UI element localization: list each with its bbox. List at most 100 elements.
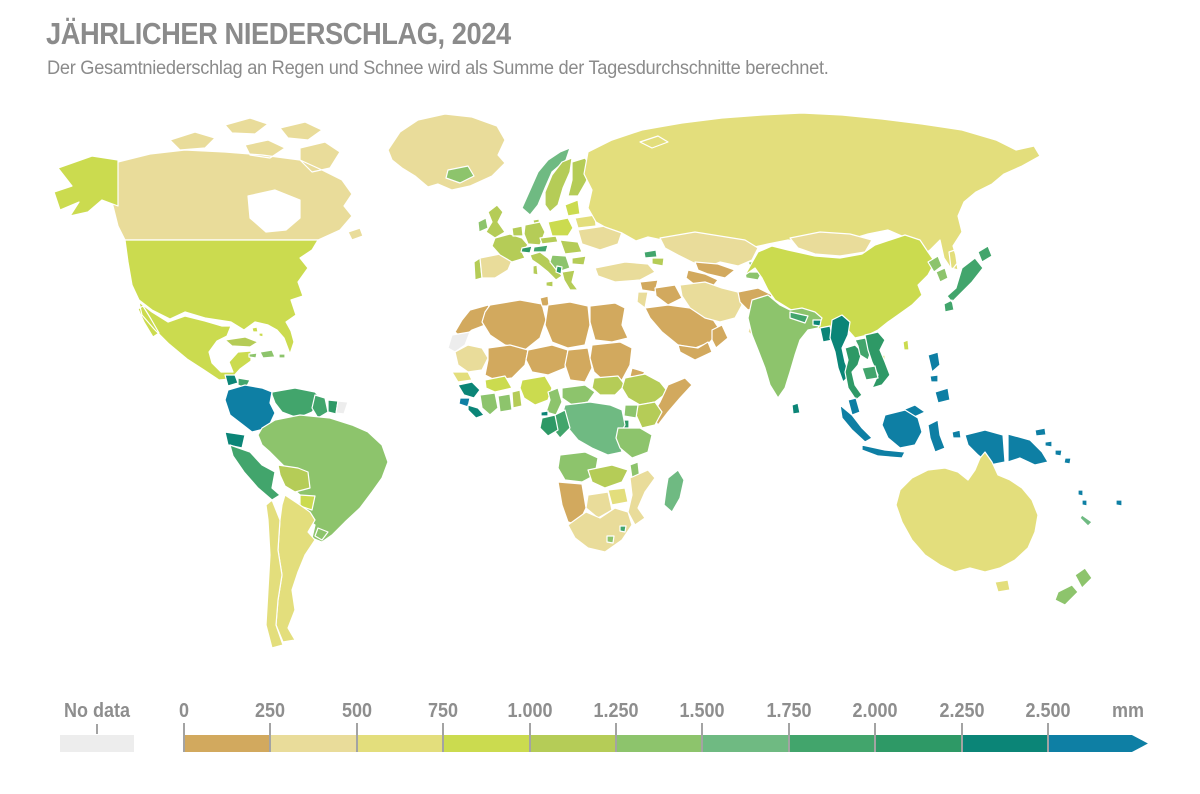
country-georgia[interactable] [643,249,658,259]
country-new-zealand[interactable] [1054,567,1093,606]
country-bolivia[interactable] [277,464,311,493]
country-uganda[interactable] [623,404,639,419]
country-canada[interactable] [111,117,364,241]
country-uruguay[interactable] [314,527,329,541]
country-sri-lanka[interactable] [791,402,801,415]
country-fiji[interactable] [1115,499,1123,507]
country-zimbabwe[interactable] [607,487,629,506]
country-jamaica[interactable] [248,352,258,359]
country-argentina[interactable] [275,494,316,643]
country-albania[interactable] [555,265,563,275]
country-india[interactable] [747,294,823,399]
country-gabon[interactable] [539,414,559,437]
country-usa[interactable] [124,239,319,355]
country-madagascar[interactable] [663,469,685,513]
country-australia[interactable] [895,451,1039,593]
country-iraq[interactable] [654,284,683,306]
country-oman[interactable] [711,324,729,349]
country-japan[interactable] [943,245,993,313]
country-south-sudan[interactable] [591,375,626,396]
country-tunisia[interactable] [539,295,550,307]
country-jordan-israel[interactable] [636,291,649,309]
country-mauritania[interactable] [454,344,489,373]
country-guinea[interactable] [457,381,481,399]
country-chile[interactable] [265,499,284,649]
country-egypt[interactable] [589,302,629,343]
country-lesotho[interactable] [606,535,615,544]
country-libya[interactable] [544,301,591,349]
country-baltics[interactable] [564,199,581,217]
country-romania-hungary[interactable] [559,239,583,255]
country-vietnam[interactable] [864,331,891,389]
country-guatemala[interactable] [224,374,239,387]
country-iceland[interactable] [445,165,475,184]
country-norway[interactable] [521,147,571,216]
country-taiwan[interactable] [902,339,910,351]
country-uzbekistan[interactable] [694,261,736,279]
country-togo-benin[interactable] [511,389,523,409]
country-french-guiana[interactable] [335,400,349,415]
country-switzerland[interactable] [520,245,533,254]
country-greece[interactable] [561,269,579,291]
country-puerto-rico[interactable] [278,353,286,359]
country-cuba[interactable] [224,336,259,348]
country-algeria[interactable] [481,299,547,351]
country-belarus[interactable] [574,214,597,229]
country-balkans[interactable] [549,254,571,273]
country-angola[interactable] [557,451,599,483]
country-colombia[interactable] [224,384,276,433]
country-bahamas[interactable] [251,326,264,338]
country-bhutan[interactable] [812,319,822,327]
country-liberia[interactable] [467,404,485,419]
country-cambodia[interactable] [861,365,879,381]
country-germany[interactable] [523,221,546,246]
country-mexico[interactable] [137,301,252,381]
country-burkina-faso[interactable] [484,375,513,393]
country-suriname[interactable] [327,399,339,415]
country-russia[interactable] [583,112,1041,271]
country-italy[interactable] [529,251,563,288]
country-kazakhstan[interactable] [659,231,759,269]
country-philippines[interactable] [927,351,951,404]
country-indonesia[interactable] [839,404,1006,466]
country-chad[interactable] [564,347,593,383]
country-bulgaria[interactable] [571,255,587,266]
country-equatorial-guinea[interactable] [540,410,549,417]
country-azerbaijan[interactable] [651,257,665,267]
country-zambia[interactable] [587,464,629,489]
country-south-korea[interactable] [935,267,949,283]
country-tanzania[interactable] [615,427,653,459]
country-sudan[interactable] [589,341,633,383]
country-austria[interactable] [532,244,549,253]
country-hispaniola[interactable] [259,349,276,359]
country-tajikistan[interactable] [744,271,763,281]
country-mali[interactable] [484,344,529,381]
country-solomon-islands[interactable] [1044,440,1072,465]
country-nigeria[interactable] [519,375,553,406]
country-iran[interactable] [679,281,743,323]
country-ivory-coast[interactable] [479,392,499,416]
country-papua-new-guinea[interactable] [1007,427,1049,466]
country-guyana[interactable] [311,394,329,419]
country-united-kingdom[interactable] [485,204,506,239]
country-new-caledonia[interactable] [1079,514,1093,527]
country-greenland[interactable] [387,113,506,191]
country-sweden[interactable] [544,157,573,213]
country-turkey[interactable] [594,261,656,283]
country-senegal[interactable] [451,371,473,383]
country-alaska[interactable] [53,155,119,217]
country-dr-congo[interactable] [561,401,626,456]
country-benelux[interactable] [511,225,524,237]
country-nepal[interactable] [789,311,809,324]
country-ghana[interactable] [497,393,513,413]
country-north-korea[interactable] [927,255,943,273]
country-peru[interactable] [229,444,281,501]
country-ecuador[interactable] [224,431,246,449]
country-niger[interactable] [525,344,569,376]
country-ireland[interactable] [477,217,489,233]
country-paraguay[interactable] [299,494,316,511]
country-eswatini[interactable] [619,525,627,533]
country-yemen[interactable] [677,341,713,361]
country-czech-slovakia[interactable] [539,235,559,245]
country-poland[interactable] [547,217,574,237]
